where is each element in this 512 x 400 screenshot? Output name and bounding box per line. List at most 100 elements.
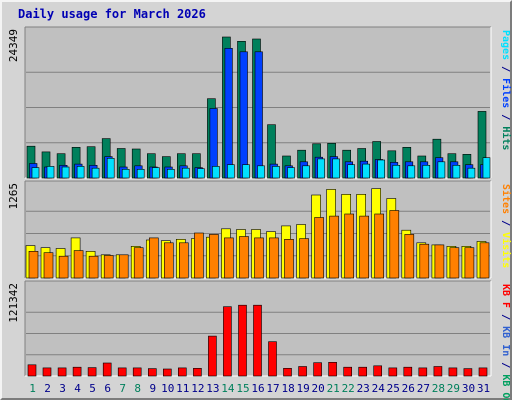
bar-sites (164, 242, 174, 279)
bar-kb-f (448, 367, 458, 377)
x-tick-label: 21 (327, 382, 340, 395)
bar-sites (133, 247, 144, 279)
bar-kb-f (343, 366, 353, 377)
legend-entry: / (500, 60, 511, 78)
bar-pages (242, 164, 250, 179)
axis-legend-kb-traffic: KB F / KB In / KB Out (500, 284, 511, 400)
legend-entry: KB F (500, 284, 511, 308)
bar-sites (118, 254, 129, 279)
bar-pages (407, 165, 416, 179)
bar-sites (374, 213, 385, 279)
x-tick-label: 10 (161, 382, 174, 395)
bar-pages (317, 158, 325, 179)
bar-pages (347, 164, 356, 179)
bar-sites (239, 236, 249, 279)
bar-kb-f (358, 366, 368, 377)
x-tick-label: 16 (251, 382, 264, 395)
x-tick-label: 7 (119, 382, 126, 395)
bar-sites (389, 210, 400, 279)
bar-sites (43, 252, 54, 279)
bar-files (224, 47, 233, 179)
bar-kb-f (42, 367, 52, 377)
bar-kb-f (57, 367, 67, 377)
bar-files (239, 51, 248, 179)
y-max-label: 121342 (7, 283, 20, 323)
bar-pages (377, 159, 386, 179)
bar-kb-f (117, 367, 127, 377)
bar-sites (329, 215, 339, 279)
bar-sites (314, 217, 324, 279)
bar-pages (91, 167, 100, 179)
bar-pages (227, 164, 235, 179)
bar-pages (272, 166, 280, 179)
bar-kb-f (298, 366, 307, 377)
bar-sites (434, 244, 445, 279)
x-tick-label: 30 (462, 382, 475, 395)
bar-sites (88, 255, 99, 279)
x-tick-label: 20 (311, 382, 324, 395)
x-tick-label: 6 (104, 382, 111, 395)
bar-kb-f (463, 368, 473, 377)
bar-sites (254, 237, 264, 279)
legend-entry: / (500, 308, 511, 326)
bar-pages (332, 158, 340, 179)
legend-entry: KB Out (500, 374, 511, 400)
bar-kb-f (148, 368, 157, 377)
legend-entry: Hits (500, 126, 512, 150)
legend-entry: Files (500, 78, 512, 108)
bar-kb-f (478, 367, 488, 377)
bar-sites (269, 237, 279, 279)
bar-pages (467, 167, 476, 179)
bar-pages (152, 167, 160, 179)
x-tick-label: 12 (191, 382, 204, 395)
bar-pages (392, 165, 401, 179)
bar-sites (58, 255, 69, 279)
bar-pages (106, 158, 115, 179)
legend-entry: Visits (500, 232, 512, 268)
bar-sites (103, 255, 114, 279)
legend-entry: / (500, 356, 511, 374)
bar-pages (46, 166, 55, 179)
y-max-label: 1265 (7, 183, 20, 210)
bar-sites (194, 232, 204, 279)
x-tick-label: 3 (59, 382, 66, 395)
legend-entry: / (500, 214, 511, 232)
bar-sites (449, 247, 460, 279)
legend-entry: KB In (500, 326, 511, 356)
bar-kb-f (163, 368, 172, 377)
axis-legend-hits-files-pages: Pages / Files / Hits (500, 30, 512, 150)
bar-kb-f (27, 364, 37, 377)
bar-pages (362, 163, 371, 179)
bar-sites (28, 251, 39, 279)
bar-kb-f (283, 367, 292, 377)
bar-kb-f (238, 304, 247, 377)
bar-kb-f (433, 366, 443, 377)
x-tick-label: 13 (206, 382, 219, 395)
bar-pages (422, 165, 431, 179)
bar-sites (404, 234, 415, 279)
x-tick-label: 31 (477, 382, 490, 395)
x-tick-label: 15 (236, 382, 249, 395)
x-tick-label: 14 (221, 382, 235, 395)
bar-pages (302, 165, 310, 179)
bar-pages (482, 157, 491, 179)
bar-pages (121, 169, 130, 179)
bar-kb-f (313, 362, 322, 377)
x-tick-label: 8 (134, 382, 141, 395)
bar-files (254, 51, 263, 179)
bar-kb-f (418, 367, 428, 377)
bar-kb-f (268, 341, 277, 377)
bar-sites (479, 242, 490, 279)
bar-sites (149, 237, 159, 279)
y-max-label: 24349 (7, 29, 20, 62)
legend-entry: / (500, 108, 511, 126)
x-tick-label: 25 (387, 382, 400, 395)
bar-kb-f (208, 335, 217, 377)
bar-sites (419, 243, 430, 279)
bar-kb-f (132, 367, 142, 377)
x-tick-label: 9 (149, 382, 156, 395)
bar-pages (31, 167, 40, 179)
bar-kb-f (223, 306, 232, 377)
bar-sites (284, 239, 294, 279)
